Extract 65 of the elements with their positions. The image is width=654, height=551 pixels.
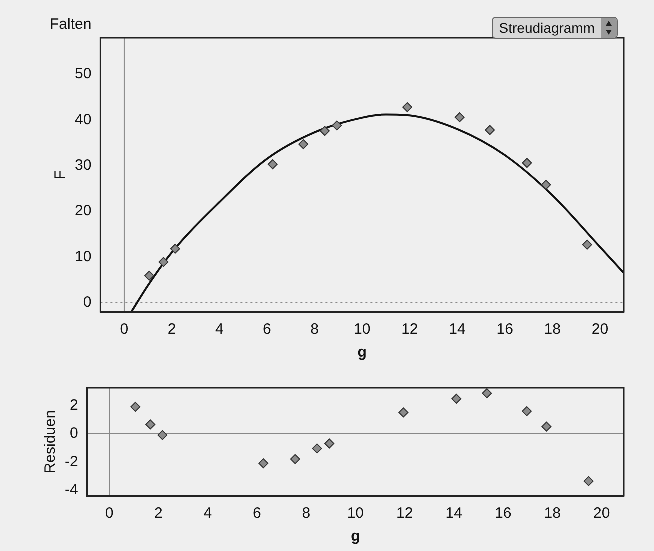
y-axis-title: Residuen (42, 410, 60, 474)
point (170, 244, 180, 254)
x-tick-label: 0 (105, 505, 114, 522)
x-axis-title: g (351, 528, 360, 546)
y-tick-label: 20 (74, 202, 92, 220)
y-tick-label: -2 (64, 453, 78, 470)
point (320, 126, 330, 136)
y-tick-label: 50 (74, 66, 92, 83)
x-tick-label: 6 (253, 505, 262, 522)
text: Streudiagramm (499, 20, 595, 36)
x-tick-label: 8 (302, 505, 311, 522)
point (582, 240, 592, 250)
x-tick-label: 16 (495, 505, 512, 522)
point (485, 125, 496, 136)
x-tick-label: 10 (347, 505, 364, 522)
point (324, 438, 335, 449)
point (402, 102, 413, 112)
x-tick-label: 2 (168, 321, 176, 338)
y-tick-label: 10 (74, 248, 92, 266)
point (158, 430, 168, 440)
point (454, 112, 465, 122)
y-tick-label: -4 (64, 481, 78, 498)
point (268, 159, 278, 170)
y-tick-label: 0 (70, 425, 78, 442)
y-tick-label: 30 (74, 157, 92, 174)
x-tick-label: 12 (396, 505, 414, 522)
x-tick-label: 20 (592, 321, 609, 338)
x-tick-label: 20 (594, 505, 610, 522)
x-tick-label: 2 (154, 505, 163, 522)
point (584, 476, 594, 486)
y-axis-title: F (52, 170, 70, 180)
point (398, 408, 409, 418)
y-tick-label: 40 (74, 111, 92, 128)
x-tick-label: 4 (204, 505, 212, 522)
point (146, 420, 156, 430)
x-tick-label: 18 (544, 321, 561, 338)
x-tick-label: 14 (449, 321, 466, 338)
x-axis-title: g (358, 344, 367, 362)
x-tick-label: 4 (215, 321, 224, 338)
x-tick-label: 18 (544, 505, 561, 522)
point (258, 458, 269, 469)
chart-title: Falten (50, 16, 92, 34)
point (482, 388, 492, 399)
point (542, 422, 552, 432)
x-tick-label: 14 (446, 505, 462, 522)
x-tick-label: 6 (263, 321, 272, 338)
point (158, 257, 169, 268)
x-tick-label: 12 (402, 321, 418, 338)
x-tick-label: 0 (120, 321, 129, 338)
x-tick-label: 8 (310, 321, 319, 338)
point (144, 270, 154, 281)
point (130, 402, 141, 412)
y-tick-label: 2 (70, 396, 78, 414)
point (452, 394, 462, 404)
point (290, 454, 300, 464)
line-series (130, 114, 624, 312)
point (522, 406, 532, 416)
x-tick-label: 16 (496, 321, 514, 338)
point (298, 139, 309, 150)
point (541, 180, 552, 190)
point (522, 158, 532, 168)
x-tick-label: 10 (354, 321, 371, 338)
y-tick-label: 0 (83, 294, 92, 312)
point (312, 444, 322, 454)
point (332, 120, 342, 131)
